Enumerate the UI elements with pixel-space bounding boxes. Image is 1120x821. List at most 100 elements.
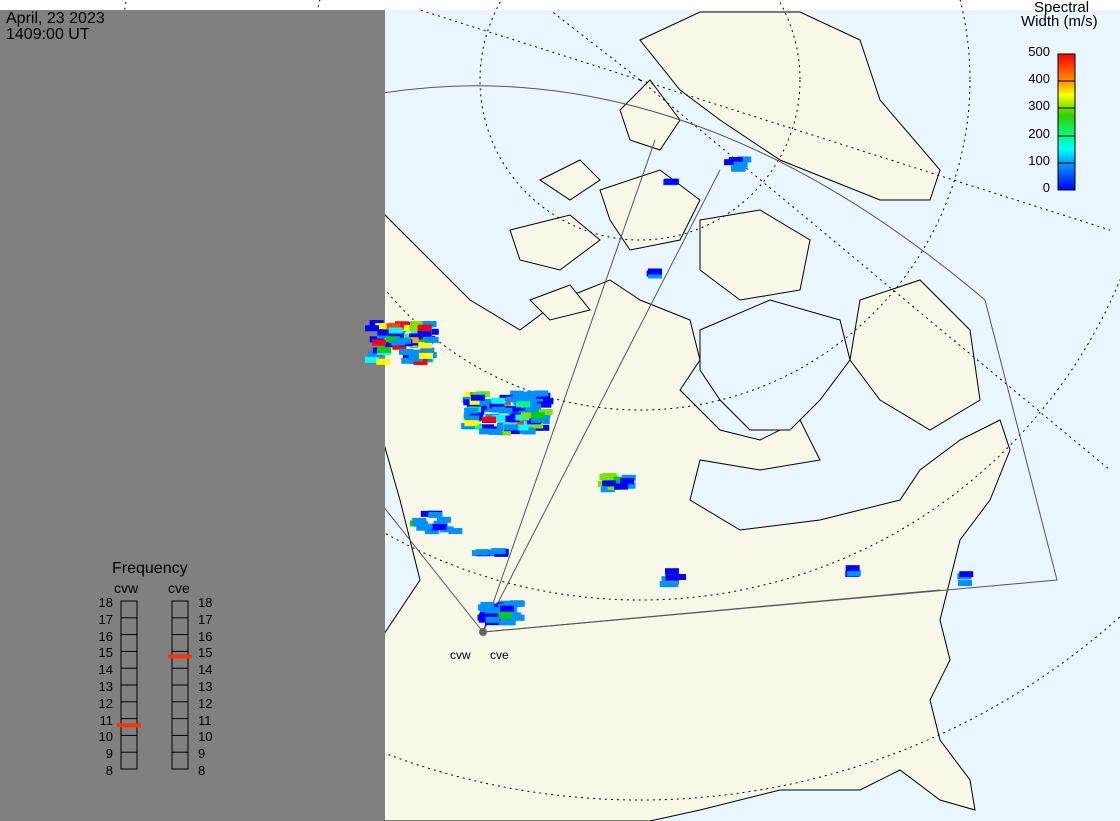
- echo-cell: [737, 156, 752, 163]
- echo-cell: [403, 325, 418, 332]
- frequency-marker-cvw: [117, 723, 141, 728]
- echo-cell: [733, 161, 748, 168]
- echo-cell: [516, 401, 531, 408]
- frequency-tick-left: 8: [105, 763, 113, 778]
- echo-cell: [386, 323, 401, 330]
- frequency-tick-right: 18: [198, 595, 213, 610]
- echo-cell: [529, 422, 544, 429]
- echo-cell: [599, 473, 614, 480]
- echo-cell: [520, 412, 535, 419]
- echo-cell: [498, 612, 513, 619]
- echo-cell: [385, 336, 400, 343]
- echo-cell: [614, 483, 629, 490]
- echo-cell: [400, 334, 415, 341]
- echo-cell: [417, 324, 432, 331]
- echo-cell: [369, 336, 384, 343]
- night-shading: [0, 10, 385, 821]
- echo-cell: [422, 321, 437, 328]
- echo-cell: [410, 321, 425, 328]
- echo-cell: [399, 348, 414, 355]
- echo-cell: [376, 358, 391, 365]
- echo-cell: [538, 409, 553, 416]
- frequency-tick-right: 11: [198, 712, 212, 728]
- echo-cell: [522, 397, 537, 404]
- colorbar-tick: 100: [1028, 152, 1050, 168]
- echo-cell: [433, 520, 448, 527]
- echo-cell: [479, 399, 494, 406]
- echo-cell: [505, 415, 520, 422]
- echo-cell: [483, 406, 498, 413]
- echo-cell: [448, 528, 463, 535]
- colorbar-title-line2: Width (m/s): [1021, 13, 1098, 30]
- frequency-tick-left: 16: [98, 628, 113, 644]
- echo-cell: [477, 614, 492, 621]
- frequency-tick-left: 14: [98, 662, 113, 678]
- echo-cell: [846, 570, 861, 577]
- echo-cell: [491, 397, 506, 404]
- echo-cell: [500, 616, 515, 623]
- echo-cell: [365, 325, 380, 332]
- colorbar-tick: 300: [1028, 98, 1050, 114]
- echo-cell: [365, 356, 380, 363]
- echo-cell: [497, 429, 512, 436]
- echo-cell: [527, 403, 542, 410]
- echo-cell: [397, 337, 412, 344]
- echo-cell: [957, 580, 972, 587]
- frequency-tick-right: 16: [198, 628, 213, 644]
- echo-cell: [664, 178, 679, 185]
- echo-cell: [491, 548, 506, 555]
- echo-cell: [413, 358, 428, 365]
- echo-cell: [621, 474, 636, 481]
- echo-cell: [526, 390, 541, 397]
- frequency-tick-right: 9: [198, 746, 206, 762]
- echo-cell: [424, 528, 439, 535]
- frequency-tick-right: 8: [198, 763, 206, 778]
- echo-cell: [409, 333, 424, 340]
- colorbar-tick: 500: [1028, 44, 1050, 59]
- frequency-marker-cve: [168, 654, 192, 659]
- echo-cell: [534, 390, 549, 397]
- echo-cell: [475, 549, 490, 556]
- echo-cell: [503, 601, 518, 608]
- frequency-tick-right: 10: [198, 729, 213, 745]
- radar-label-cvw: cvw: [450, 648, 471, 662]
- echo-cell: [845, 565, 860, 572]
- echo-cell: [377, 329, 392, 336]
- echo-cell: [620, 478, 635, 485]
- colorbar-tick: 200: [1028, 125, 1050, 141]
- echo-cell: [602, 480, 617, 487]
- echo-cell: [424, 336, 439, 343]
- frequency-tick-right: 12: [198, 695, 213, 711]
- echo-cell: [465, 415, 480, 422]
- colorbar-tick: 0: [1042, 180, 1050, 195]
- time-label: 1409:00 UT: [6, 26, 90, 43]
- echo-cell: [377, 346, 392, 353]
- echo-cell: [731, 165, 746, 172]
- echo-cell: [408, 355, 423, 362]
- echo-cell: [491, 406, 506, 413]
- echo-cell: [728, 157, 743, 164]
- echo-cell: [519, 427, 534, 434]
- echo-cell: [372, 339, 387, 346]
- colorbar-title-line1: Spectral: [1034, 0, 1090, 16]
- echo-cell: [418, 352, 433, 359]
- echo-cell: [482, 416, 497, 423]
- frequency-tick-right: 15: [198, 645, 213, 661]
- land: [188, 11, 1011, 821]
- frequency-tick-left: 11: [99, 712, 114, 728]
- echo-cell: [368, 350, 383, 357]
- echo-cell: [499, 605, 514, 612]
- frequency-tick-right: 17: [198, 611, 213, 627]
- colorbar-tick: 400: [1028, 71, 1050, 87]
- echo-cell: [512, 394, 527, 401]
- frequency-tick-left: 12: [98, 695, 113, 711]
- echo-cell: [375, 323, 390, 330]
- frequency-tick-left: 17: [98, 611, 113, 627]
- echo-cell: [479, 424, 494, 431]
- echo-cell: [407, 349, 422, 356]
- night-edge: [355, 10, 385, 821]
- frequency-tick-left: 13: [98, 679, 113, 694]
- frequency-tick-right: 13: [198, 679, 213, 694]
- echo-cell: [469, 398, 484, 405]
